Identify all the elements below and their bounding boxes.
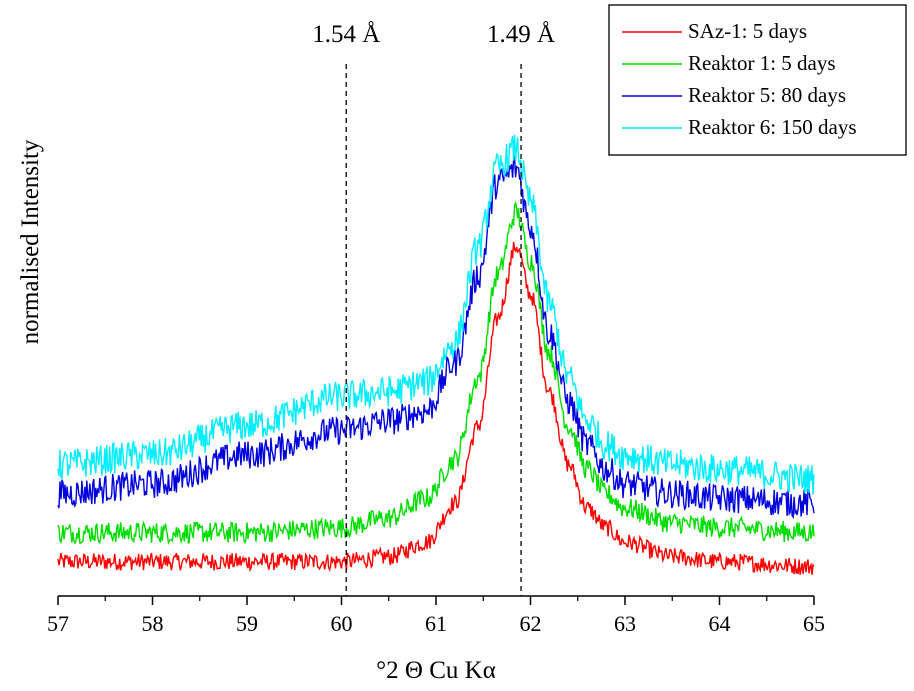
reference-label-1: 1.54 Å (312, 21, 380, 48)
y-axis-title: normalised Intensity (17, 139, 44, 344)
x-tick-label-62: 62 (520, 611, 542, 636)
series-line-2 (57, 200, 815, 546)
legend-box (608, 4, 907, 156)
series-line-3 (57, 155, 815, 520)
annotations: 1.54 Å 1.49 Å (312, 21, 555, 596)
x-tick-label-61: 61 (425, 611, 447, 636)
x-tick-label-60: 60 (331, 611, 353, 636)
x-tick-label-65: 65 (803, 611, 825, 636)
x-axis: 57 58 59 60 61 62 63 64 65 (47, 595, 825, 636)
series-line-1 (57, 241, 815, 575)
x-axis-title: °2 Θ Cu Kα (376, 657, 496, 684)
legend: SAz-1: 5 days Reaktor 1: 5 days Reaktor 5:… (608, 4, 907, 156)
x-tick-label-57: 57 (47, 611, 69, 636)
x-tick-label-64: 64 (709, 611, 731, 636)
x-tick-label-59: 59 (236, 611, 258, 636)
x-tick-label-63: 63 (614, 611, 636, 636)
plot-area (57, 134, 815, 575)
reference-label-2: 1.49 Å (487, 21, 555, 48)
legend-label-2: Reaktor 1: 5 days (688, 51, 836, 75)
legend-label-4: Reaktor 6: 150 days (688, 115, 857, 139)
legend-label-1: SAz-1: 5 days (688, 19, 807, 43)
series-line-4 (57, 134, 815, 495)
legend-label-3: Reaktor 5: 80 days (688, 83, 846, 107)
x-tick-label-58: 58 (142, 611, 164, 636)
